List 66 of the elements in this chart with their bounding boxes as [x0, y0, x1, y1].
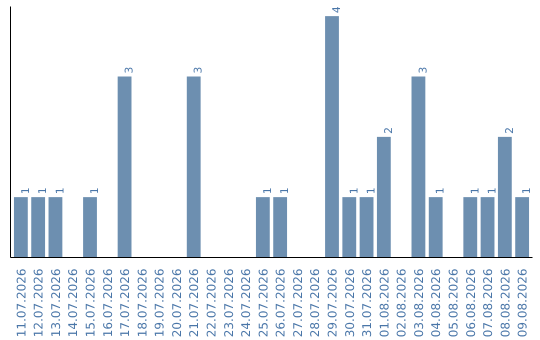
data-label: 1: [36, 187, 50, 194]
x-tick-label: 25.07.2026: [256, 268, 270, 338]
x-tick-label: 21.07.2026: [187, 268, 202, 338]
x-tick-label: 04.08.2026: [429, 268, 444, 338]
x-tick-label: 20.07.2026: [170, 268, 184, 338]
x-tick-label: 11.07.2026: [14, 268, 28, 338]
x-tick-label: 01.08.2026: [377, 268, 392, 338]
bar: [273, 197, 288, 258]
data-label: 1: [486, 187, 499, 194]
x-tick-label: 02.08.2026: [394, 268, 409, 338]
bar: [118, 76, 132, 258]
data-label: 3: [192, 66, 205, 74]
x-tick-label: 22.07.2026: [204, 268, 219, 338]
bar: [376, 136, 391, 258]
x-tick-label: 03.08.2026: [412, 268, 426, 338]
data-label: 1: [53, 187, 66, 194]
x-tick-label: 30.07.2026: [342, 268, 357, 338]
data-label: 1: [88, 187, 102, 194]
x-tick-label: 26.07.2026: [274, 268, 288, 338]
x-tick-label: 28.07.2026: [308, 268, 322, 338]
data-label: 1: [364, 187, 378, 194]
x-tick-label: 05.08.2026: [446, 268, 460, 338]
bar: [498, 136, 512, 258]
bar: [186, 76, 201, 258]
bar: [515, 197, 530, 258]
x-tick-label: 06.08.2026: [464, 268, 478, 338]
bar: [14, 197, 28, 258]
bar: [83, 197, 97, 258]
data-label: 1: [18, 187, 32, 194]
x-tick-label: 15.07.2026: [84, 268, 98, 338]
x-tick-label: 07.08.2026: [481, 268, 496, 338]
x-tick-label: 09.08.2026: [516, 268, 530, 338]
data-label: 1: [347, 187, 360, 194]
x-tick-label: 27.07.2026: [290, 268, 305, 338]
x-tick-label: 18.07.2026: [135, 268, 150, 338]
bar: [342, 197, 356, 258]
x-tick-label: 08.08.2026: [498, 268, 512, 338]
x-tick-label: 23.07.2026: [222, 268, 236, 338]
bar: [463, 197, 478, 258]
bar: [48, 197, 62, 258]
bar: [256, 197, 270, 258]
data-label: 3: [122, 66, 136, 74]
bar: [360, 197, 374, 258]
x-tick-label: 17.07.2026: [118, 268, 132, 338]
data-label: 3: [416, 66, 430, 74]
x-tick-label: 14.07.2026: [66, 268, 80, 338]
data-label: 4: [330, 6, 343, 14]
data-label: 1: [434, 187, 447, 194]
x-tick-label: 29.07.2026: [325, 268, 340, 338]
data-label: 2: [502, 127, 516, 134]
data-label: 1: [468, 187, 482, 194]
data-label: 1: [278, 187, 292, 194]
bar: [31, 197, 46, 258]
bar: [412, 76, 426, 258]
data-label: 1: [520, 187, 534, 194]
x-tick-label: 31.07.2026: [360, 268, 374, 338]
bar: [325, 16, 339, 258]
x-tick-label: 24.07.2026: [239, 268, 254, 338]
x-tick-label: 12.07.2026: [32, 268, 46, 338]
data-label: 2: [382, 127, 395, 134]
x-tick-label: 16.07.2026: [100, 268, 115, 338]
data-label: 1: [260, 187, 274, 194]
x-tick-label: 13.07.2026: [48, 268, 63, 338]
bar: [428, 197, 443, 258]
x-tick-label: 19.07.2026: [152, 268, 167, 338]
bar: [480, 197, 494, 258]
